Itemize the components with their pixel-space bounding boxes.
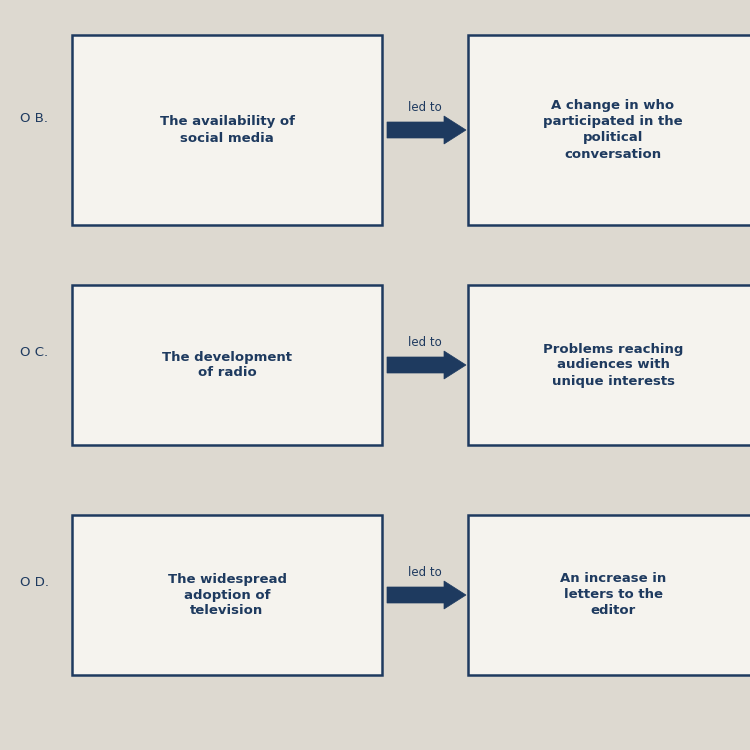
Text: The availability of
social media: The availability of social media <box>160 116 295 145</box>
FancyBboxPatch shape <box>468 35 750 225</box>
Text: led to: led to <box>408 336 442 349</box>
Text: A change in who
participated in the
political
conversation: A change in who participated in the poli… <box>543 100 682 160</box>
Polygon shape <box>387 116 466 144</box>
Text: O B.: O B. <box>20 112 48 125</box>
Text: Problems reaching
audiences with
unique interests: Problems reaching audiences with unique … <box>543 343 683 388</box>
Text: The widespread
adoption of
television: The widespread adoption of television <box>167 572 286 617</box>
FancyBboxPatch shape <box>72 35 382 225</box>
Text: led to: led to <box>408 566 442 579</box>
FancyBboxPatch shape <box>72 515 382 675</box>
Text: led to: led to <box>408 101 442 114</box>
FancyBboxPatch shape <box>468 515 750 675</box>
FancyBboxPatch shape <box>468 285 750 445</box>
FancyBboxPatch shape <box>72 285 382 445</box>
Text: O C.: O C. <box>20 346 48 359</box>
Text: The development
of radio: The development of radio <box>162 350 292 380</box>
Polygon shape <box>387 351 466 379</box>
Text: O D.: O D. <box>20 577 49 590</box>
Polygon shape <box>387 581 466 609</box>
Text: An increase in
letters to the
editor: An increase in letters to the editor <box>560 572 666 617</box>
